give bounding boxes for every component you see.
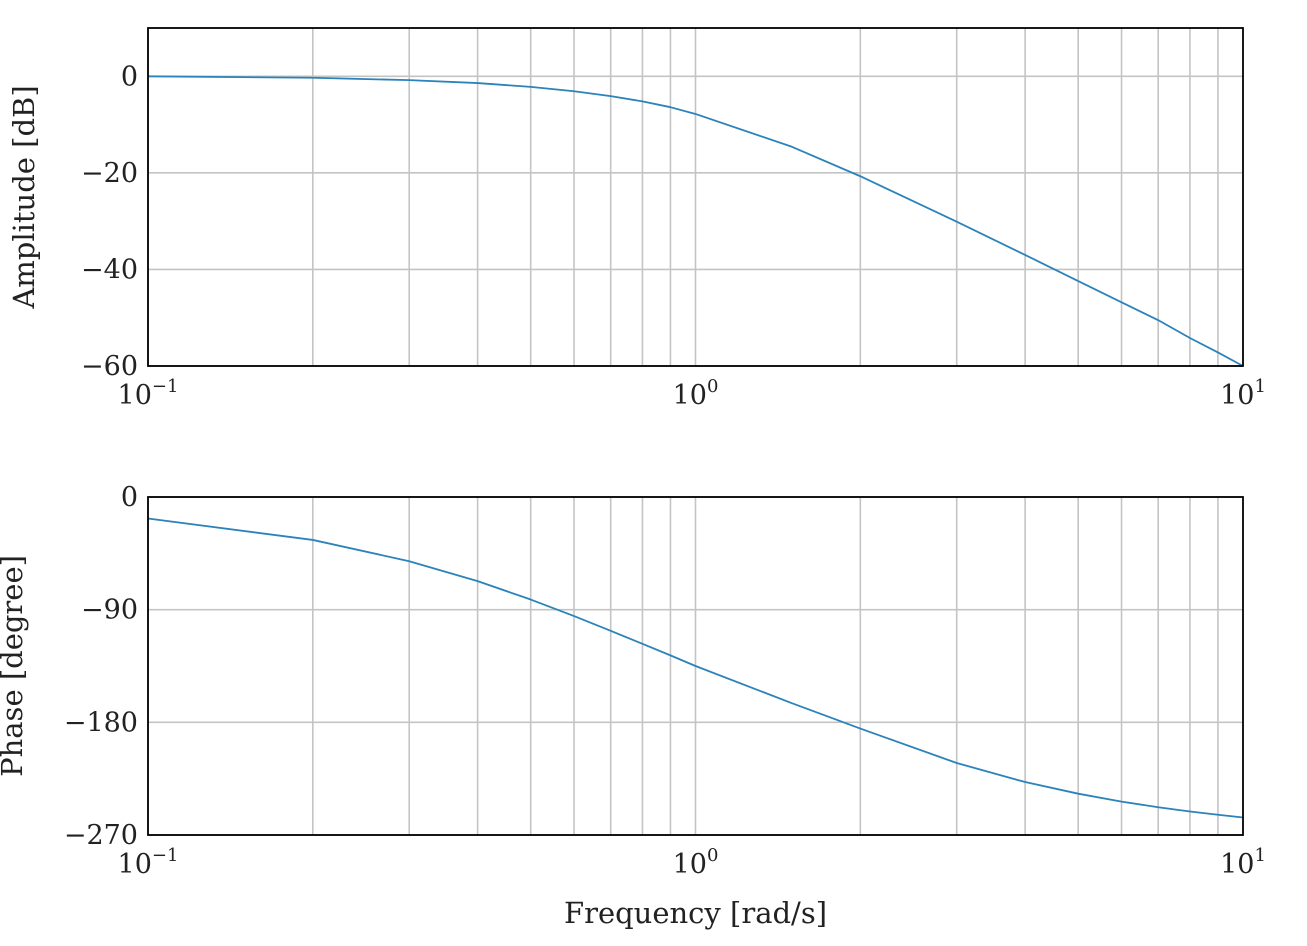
- series-line-1: [147, 75, 1244, 367]
- y-tick-label: −40: [81, 254, 138, 285]
- y-tick-label: −90: [81, 595, 138, 626]
- x-tick-label: 101: [1220, 845, 1266, 880]
- y-axis-label: Amplitude [dB]: [7, 85, 41, 309]
- y-axis-label: Phase [degree]: [0, 555, 29, 777]
- x-tick-label: 10−1: [118, 376, 179, 411]
- plot-frame: [147, 27, 1244, 367]
- y-tick-label: 0: [121, 61, 138, 92]
- y-tick-label: −270: [64, 820, 138, 851]
- x-tick-label: 100: [673, 376, 719, 411]
- y-tick-label: −20: [81, 158, 138, 189]
- y-tick-label: −60: [81, 351, 138, 382]
- x-axis-label: Frequency [rad/s]: [564, 896, 827, 930]
- plot-frame: [147, 496, 1244, 836]
- x-tick-label: 100: [673, 845, 719, 880]
- x-tick-label: 101: [1220, 376, 1266, 411]
- y-tick-label: −180: [64, 707, 138, 738]
- series-line-1: [147, 517, 1244, 819]
- x-tick-label: 10−1: [118, 845, 179, 880]
- y-tick-label: 0: [121, 482, 138, 513]
